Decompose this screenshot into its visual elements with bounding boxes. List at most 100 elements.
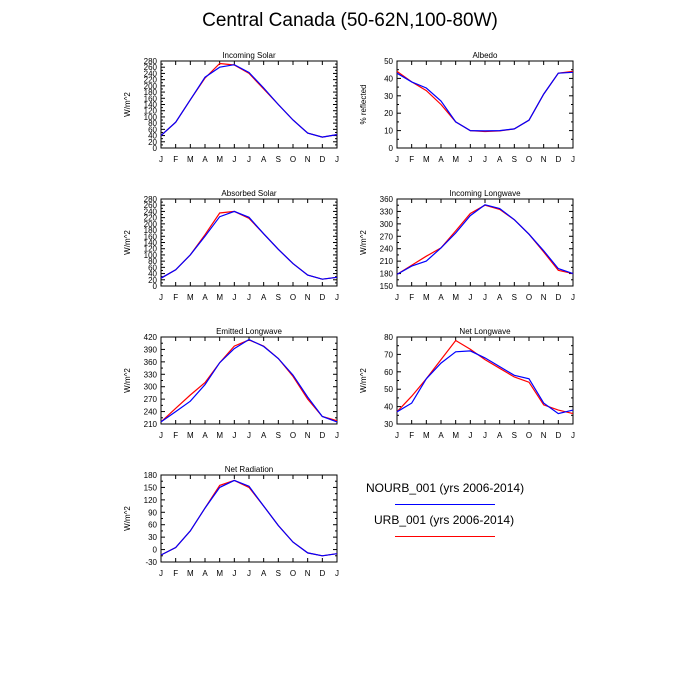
x-tick-label: M xyxy=(423,155,430,164)
y-tick-label: 40 xyxy=(148,132,157,141)
y-axis-label: W/m^2 xyxy=(123,230,132,255)
x-tick-label: D xyxy=(319,569,325,578)
y-tick-label: 240 xyxy=(144,408,158,417)
x-tick-label: O xyxy=(290,293,296,302)
series-line-nourb-001 xyxy=(396,350,574,415)
y-tick-label: 120 xyxy=(144,245,158,254)
x-tick-label: M xyxy=(187,293,194,302)
series-line-urb-001 xyxy=(160,62,338,138)
y-tick-label: 300 xyxy=(380,220,394,229)
x-tick-label: J xyxy=(232,293,236,302)
series-line-nourb-001 xyxy=(396,71,574,132)
panel-title: Emitted Longwave xyxy=(216,327,282,336)
x-tick-label: F xyxy=(173,431,178,440)
y-tick-label: 30 xyxy=(384,420,393,429)
x-tick-label: F xyxy=(173,155,178,164)
y-tick-label: 90 xyxy=(148,508,157,517)
y-tick-label: 80 xyxy=(148,119,157,128)
y-tick-label: 20 xyxy=(384,109,393,118)
x-tick-label: S xyxy=(512,431,517,440)
x-tick-label: S xyxy=(276,293,281,302)
y-tick-label: 50 xyxy=(384,57,393,66)
plot-frame xyxy=(160,336,338,425)
x-tick-label: M xyxy=(423,431,430,440)
x-tick-label: J xyxy=(483,431,487,440)
x-tick-label: D xyxy=(319,431,325,440)
y-tick-label: 180 xyxy=(144,88,158,97)
x-tick-label: A xyxy=(261,569,267,578)
y-tick-label: 100 xyxy=(144,113,158,122)
y-tick-label: 60 xyxy=(384,368,393,377)
x-tick-label: J xyxy=(335,155,339,164)
figure-title: Central Canada (50-62N,100-80W) xyxy=(202,10,498,31)
x-tick-label: D xyxy=(319,293,325,302)
y-tick-label: 0 xyxy=(153,144,158,153)
series-line-urb-001 xyxy=(160,479,338,557)
x-tick-label: N xyxy=(541,293,547,302)
y-tick-label: 30 xyxy=(148,533,157,542)
y-tick-label: 260 xyxy=(144,201,158,210)
y-tick-label: 120 xyxy=(144,107,158,116)
x-tick-label: N xyxy=(305,569,311,578)
x-tick-label: O xyxy=(526,431,532,440)
x-tick-label: J xyxy=(232,569,236,578)
series-line-nourb-001 xyxy=(160,64,338,138)
x-tick-label: D xyxy=(555,155,561,164)
panel-title: Incoming Solar xyxy=(222,51,276,60)
y-tick-label: 420 xyxy=(144,333,158,342)
y-tick-label: 330 xyxy=(380,207,394,216)
plot-frame xyxy=(396,60,574,149)
y-tick-label: 70 xyxy=(384,350,393,359)
x-tick-label: M xyxy=(187,569,194,578)
x-tick-label: N xyxy=(305,293,311,302)
y-tick-label: 120 xyxy=(144,496,158,505)
y-tick-label: 260 xyxy=(144,63,158,72)
legend-label-nourb: NOURB_001 (yrs 2006-2014) xyxy=(366,481,525,495)
x-tick-label: J xyxy=(395,431,399,440)
x-tick-label: J xyxy=(247,293,251,302)
y-tick-label: 80 xyxy=(148,257,157,266)
y-tick-label: 160 xyxy=(144,232,158,241)
y-tick-label: 10 xyxy=(384,127,393,136)
x-tick-label: S xyxy=(276,155,281,164)
y-axis-label: W/m^2 xyxy=(359,368,368,393)
x-tick-label: J xyxy=(335,431,339,440)
x-tick-label: M xyxy=(423,293,430,302)
legend-line-urb xyxy=(395,536,495,537)
y-tick-label: 60 xyxy=(148,263,157,272)
x-tick-label: J xyxy=(571,431,575,440)
x-tick-label: S xyxy=(276,569,281,578)
y-axis-label: % reflected xyxy=(359,84,368,124)
x-tick-label: F xyxy=(173,569,178,578)
x-tick-label: F xyxy=(409,155,414,164)
y-tick-label: 150 xyxy=(380,282,394,291)
panel-absorbed-solar: Absorbed Solar W/m^2 020406080100120140160… xyxy=(123,189,339,302)
y-axis-label: W/m^2 xyxy=(123,506,132,531)
y-tick-label: 160 xyxy=(144,94,158,103)
y-tick-label: 200 xyxy=(144,82,158,91)
legend-line-nourb xyxy=(395,504,495,505)
x-tick-label: N xyxy=(541,155,547,164)
series-line-urb-001 xyxy=(160,339,338,423)
x-tick-label: M xyxy=(452,293,459,302)
y-tick-label: 210 xyxy=(144,420,158,429)
x-tick-label: J xyxy=(483,155,487,164)
x-tick-label: J xyxy=(247,569,251,578)
x-tick-label: J xyxy=(335,293,339,302)
x-tick-label: M xyxy=(452,155,459,164)
panel-title: Incoming Longwave xyxy=(449,189,521,198)
y-tick-label: 30 xyxy=(384,92,393,101)
y-tick-label: 60 xyxy=(148,521,157,530)
x-tick-label: F xyxy=(173,293,178,302)
x-tick-label: J xyxy=(468,155,472,164)
y-tick-label: 360 xyxy=(144,358,158,367)
y-tick-label: 360 xyxy=(380,195,394,204)
x-tick-label: J xyxy=(247,155,251,164)
x-tick-label: J xyxy=(395,293,399,302)
x-tick-label: J xyxy=(159,569,163,578)
x-tick-label: F xyxy=(409,431,414,440)
panel-title: Net Radiation xyxy=(225,465,273,474)
